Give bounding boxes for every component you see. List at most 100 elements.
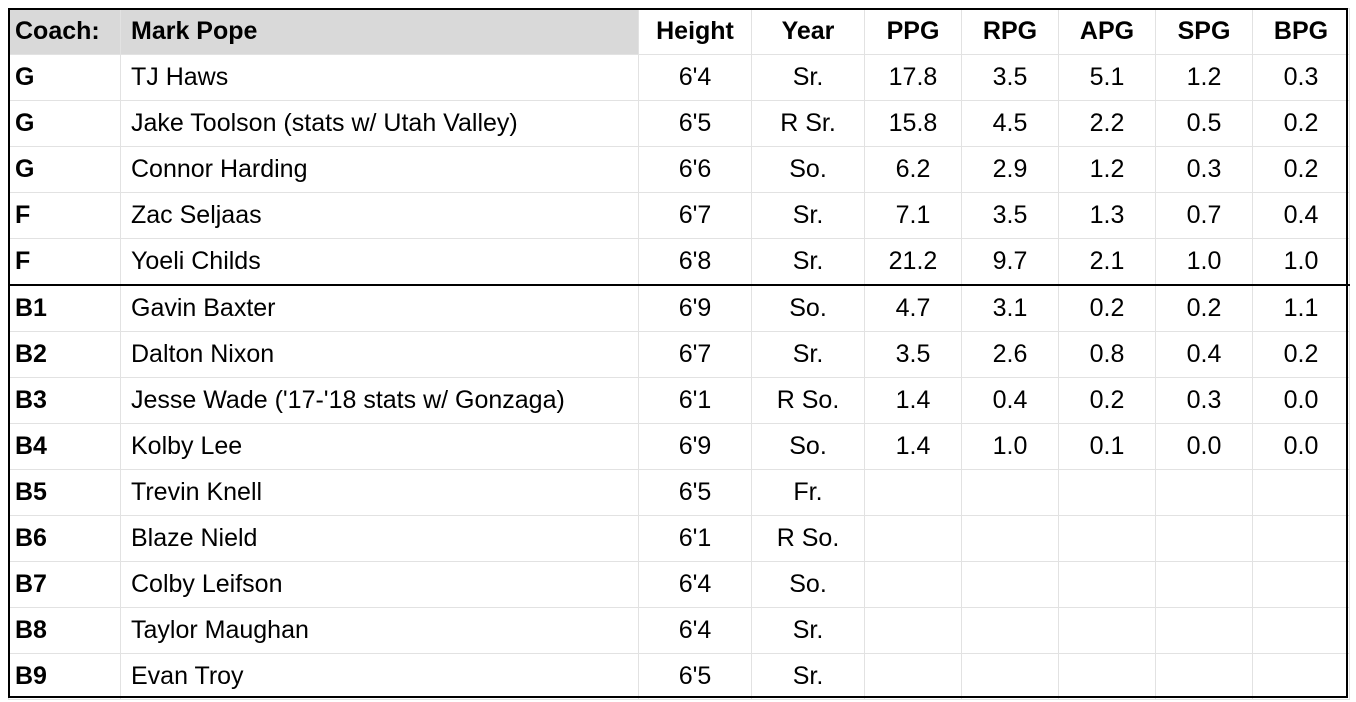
ppg-cell[interactable]: 7.1 (864, 192, 962, 239)
spg-cell[interactable] (1155, 515, 1253, 562)
header-ppg[interactable]: PPG (864, 8, 962, 55)
year-cell[interactable]: So. (751, 561, 865, 608)
year-cell[interactable]: Sr. (751, 238, 865, 286)
apg-cell[interactable]: 1.2 (1058, 146, 1156, 193)
rpg-cell[interactable] (961, 515, 1059, 562)
ppg-cell[interactable]: 1.4 (864, 423, 962, 470)
height-cell[interactable]: 6'7 (638, 331, 752, 378)
apg-cell[interactable]: 0.2 (1058, 377, 1156, 424)
spg-cell[interactable]: 0.3 (1155, 146, 1253, 193)
ppg-cell[interactable] (864, 653, 962, 700)
bpg-cell[interactable] (1252, 653, 1350, 700)
height-cell[interactable]: 6'9 (638, 423, 752, 470)
spg-cell[interactable]: 0.7 (1155, 192, 1253, 239)
player-name-cell[interactable]: Jesse Wade ('17-'18 stats w/ Gonzaga) (120, 377, 639, 424)
apg-cell[interactable]: 0.8 (1058, 331, 1156, 378)
bpg-cell[interactable]: 0.3 (1252, 54, 1350, 101)
year-cell[interactable]: So. (751, 146, 865, 193)
ppg-cell[interactable] (864, 561, 962, 608)
rpg-cell[interactable] (961, 607, 1059, 654)
position-cell[interactable]: B2 (8, 331, 121, 378)
position-cell[interactable]: B4 (8, 423, 121, 470)
height-cell[interactable]: 6'5 (638, 653, 752, 700)
ppg-cell[interactable]: 17.8 (864, 54, 962, 101)
bpg-cell[interactable]: 0.2 (1252, 331, 1350, 378)
spg-cell[interactable]: 0.2 (1155, 284, 1253, 332)
bpg-cell[interactable]: 1.1 (1252, 284, 1350, 332)
player-name-cell[interactable]: Dalton Nixon (120, 331, 639, 378)
rpg-cell[interactable]: 3.5 (961, 54, 1059, 101)
height-cell[interactable]: 6'7 (638, 192, 752, 239)
spg-cell[interactable] (1155, 561, 1253, 608)
header-apg[interactable]: APG (1058, 8, 1156, 55)
year-cell[interactable]: R So. (751, 377, 865, 424)
spg-cell[interactable]: 0.4 (1155, 331, 1253, 378)
apg-cell[interactable] (1058, 515, 1156, 562)
ppg-cell[interactable] (864, 515, 962, 562)
spg-cell[interactable]: 0.5 (1155, 100, 1253, 147)
player-name-cell[interactable]: Kolby Lee (120, 423, 639, 470)
rpg-cell[interactable]: 4.5 (961, 100, 1059, 147)
position-cell[interactable]: F (8, 192, 121, 239)
position-cell[interactable]: F (8, 238, 121, 286)
position-cell[interactable]: B5 (8, 469, 121, 516)
height-cell[interactable]: 6'4 (638, 607, 752, 654)
height-cell[interactable]: 6'8 (638, 238, 752, 286)
position-cell[interactable]: B1 (8, 284, 121, 332)
apg-cell[interactable] (1058, 607, 1156, 654)
spg-cell[interactable] (1155, 607, 1253, 654)
apg-cell[interactable]: 5.1 (1058, 54, 1156, 101)
apg-cell[interactable]: 2.1 (1058, 238, 1156, 286)
position-cell[interactable]: G (8, 100, 121, 147)
position-cell[interactable]: B6 (8, 515, 121, 562)
bpg-cell[interactable]: 0.2 (1252, 146, 1350, 193)
coach-name[interactable]: Mark Pope (120, 8, 639, 55)
ppg-cell[interactable]: 3.5 (864, 331, 962, 378)
player-name-cell[interactable]: Blaze Nield (120, 515, 639, 562)
height-cell[interactable]: 6'9 (638, 284, 752, 332)
player-name-cell[interactable]: Connor Harding (120, 146, 639, 193)
year-cell[interactable]: Sr. (751, 54, 865, 101)
header-year[interactable]: Year (751, 8, 865, 55)
bpg-cell[interactable]: 0.0 (1252, 423, 1350, 470)
player-name-cell[interactable]: Colby Leifson (120, 561, 639, 608)
height-cell[interactable]: 6'1 (638, 377, 752, 424)
rpg-cell[interactable] (961, 653, 1059, 700)
apg-cell[interactable]: 1.3 (1058, 192, 1156, 239)
player-name-cell[interactable]: Gavin Baxter (120, 284, 639, 332)
apg-cell[interactable] (1058, 561, 1156, 608)
rpg-cell[interactable] (961, 469, 1059, 516)
spg-cell[interactable]: 1.0 (1155, 238, 1253, 286)
position-cell[interactable]: B7 (8, 561, 121, 608)
rpg-cell[interactable]: 3.5 (961, 192, 1059, 239)
position-cell[interactable]: B9 (8, 653, 121, 700)
position-cell[interactable]: B3 (8, 377, 121, 424)
position-cell[interactable]: B8 (8, 607, 121, 654)
player-name-cell[interactable]: Yoeli Childs (120, 238, 639, 286)
bpg-cell[interactable] (1252, 607, 1350, 654)
player-name-cell[interactable]: Jake Toolson (stats w/ Utah Valley) (120, 100, 639, 147)
rpg-cell[interactable] (961, 561, 1059, 608)
ppg-cell[interactable] (864, 469, 962, 516)
year-cell[interactable]: R So. (751, 515, 865, 562)
ppg-cell[interactable]: 15.8 (864, 100, 962, 147)
player-name-cell[interactable]: Zac Seljaas (120, 192, 639, 239)
height-cell[interactable]: 6'4 (638, 561, 752, 608)
player-name-cell[interactable]: TJ Haws (120, 54, 639, 101)
header-spg[interactable]: SPG (1155, 8, 1253, 55)
ppg-cell[interactable]: 4.7 (864, 284, 962, 332)
height-cell[interactable]: 6'6 (638, 146, 752, 193)
year-cell[interactable]: Sr. (751, 607, 865, 654)
rpg-cell[interactable]: 1.0 (961, 423, 1059, 470)
bpg-cell[interactable] (1252, 515, 1350, 562)
height-cell[interactable]: 6'5 (638, 100, 752, 147)
year-cell[interactable]: R Sr. (751, 100, 865, 147)
coach-label[interactable]: Coach: (8, 8, 121, 55)
ppg-cell[interactable]: 21.2 (864, 238, 962, 286)
bpg-cell[interactable]: 0.2 (1252, 100, 1350, 147)
apg-cell[interactable] (1058, 653, 1156, 700)
bpg-cell[interactable] (1252, 561, 1350, 608)
header-rpg[interactable]: RPG (961, 8, 1059, 55)
year-cell[interactable]: Sr. (751, 192, 865, 239)
year-cell[interactable]: Fr. (751, 469, 865, 516)
